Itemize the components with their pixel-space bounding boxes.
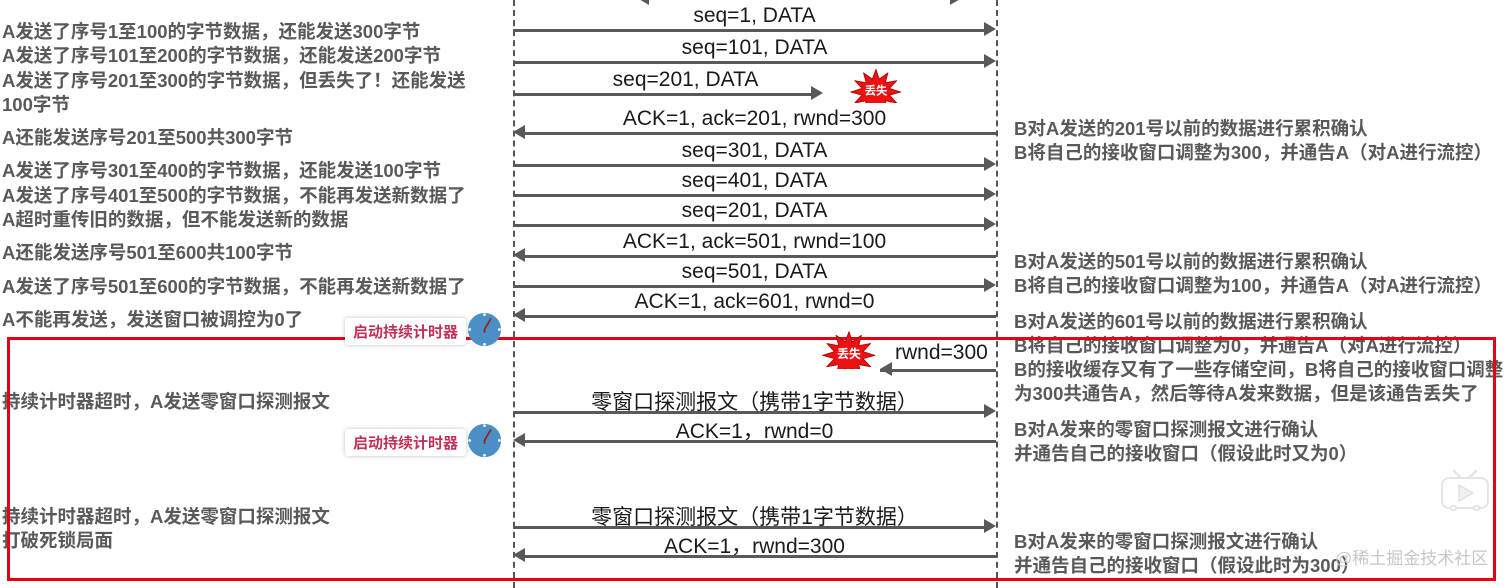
svg-text:丢失: 丢失: [865, 84, 888, 98]
svg-text:丢失: 丢失: [837, 347, 861, 361]
